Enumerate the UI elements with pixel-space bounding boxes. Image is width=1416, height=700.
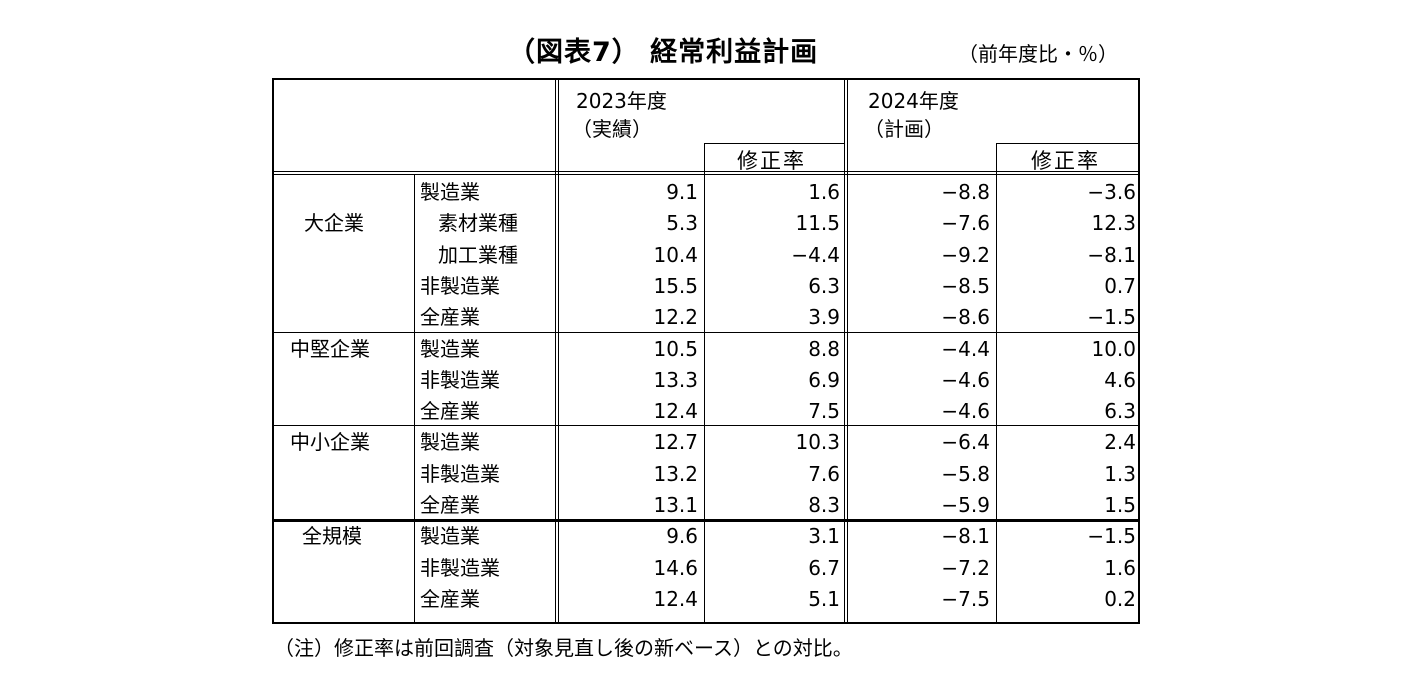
fy2024-revision-value: −3.6 (1087, 180, 1136, 204)
industry-label: 非製造業 (420, 555, 500, 580)
fy2024-revision-value: −1.5 (1087, 305, 1136, 330)
industry-label: 全産業 (420, 305, 480, 330)
industry-label: 全産業 (420, 586, 480, 611)
fy2023-revision-value: 3.1 (808, 524, 840, 549)
fy2023-value: 9.1 (666, 180, 698, 204)
fy2023-value: 13.2 (653, 461, 698, 486)
figure-title: （図表7） 経常利益計画 (508, 37, 819, 68)
industry-label: 素材業種 (438, 211, 518, 236)
fy2024-revision-value: 12.3 (1091, 211, 1136, 236)
footnote: （注）修正率は前回調査（対象見直し後の新ベース）との対比。 (274, 636, 853, 660)
fy2024-value: −4.4 (941, 336, 990, 361)
fy2024-revision-value: 0.2 (1104, 586, 1136, 611)
industry-label: 全産業 (420, 399, 480, 424)
group-divider (274, 331, 1138, 333)
divider (996, 143, 1140, 144)
fy2023-value: 13.3 (653, 367, 698, 392)
fy2024-value: −7.5 (941, 586, 990, 611)
fy2024-subheading: （計画） (864, 117, 944, 141)
fy2023-value: 14.6 (653, 555, 698, 580)
fy2023-revision-value: 7.5 (808, 399, 840, 424)
fy2023-value: 5.3 (666, 211, 698, 236)
divider (844, 80, 848, 622)
fy2023-revision-value: 1.6 (808, 180, 840, 204)
revision-rate-2024-heading: 修正率 (1031, 149, 1100, 173)
industry-label: 全産業 (420, 493, 480, 517)
industry-label: 製造業 (420, 524, 480, 549)
fy2024-value: −7.6 (941, 211, 990, 236)
revision-rate-2023-heading: 修正率 (737, 149, 806, 173)
fy2024-revision-value: 4.6 (1104, 367, 1136, 392)
industry-label: 製造業 (420, 430, 480, 455)
fy2023-value: 12.4 (653, 399, 698, 424)
divider (996, 143, 997, 622)
divider (414, 175, 415, 622)
fy2023-value: 12.7 (653, 430, 698, 455)
fy2024-revision-value: 1.5 (1104, 493, 1136, 517)
industry-label: 非製造業 (420, 461, 500, 486)
industry-label: 非製造業 (420, 273, 500, 298)
industry-label: 製造業 (420, 336, 480, 361)
fy2023-heading: 2023年度 (576, 89, 667, 113)
fy2024-revision-value: 1.6 (1104, 555, 1136, 580)
size-group-label: 大企業 (304, 211, 364, 236)
fy2023-value: 10.4 (653, 242, 698, 267)
group-divider (274, 519, 1138, 523)
fy2024-heading: 2024年度 (868, 89, 959, 113)
fy2024-revision-value: 6.3 (1104, 399, 1136, 424)
fy2023-revision-value: 8.3 (808, 493, 840, 517)
fy2024-value: −4.6 (941, 367, 990, 392)
fy2023-value: 13.1 (653, 493, 698, 517)
fy2023-revision-value: 7.6 (808, 461, 840, 486)
fy2023-revision-value: 5.1 (808, 586, 840, 611)
size-group-label: 中小企業 (290, 430, 370, 455)
fy2024-value: −4.6 (941, 399, 990, 424)
industry-label: 非製造業 (420, 367, 500, 392)
fy2024-value: −6.4 (941, 430, 990, 455)
fy2024-revision-value: 2.4 (1104, 430, 1136, 455)
fy2024-value: −8.8 (941, 180, 990, 204)
fy2023-revision-value: 6.9 (808, 367, 840, 392)
profit-plan-table: 2023年度 （実績） 2024年度 （計画） 修正率 修正率 大企業 製造業 9.… (272, 78, 1140, 624)
industry-label: 製造業 (420, 180, 480, 204)
fy2023-value: 12.2 (653, 305, 698, 330)
fy2024-revision-value: 0.7 (1104, 273, 1136, 298)
fy2024-revision-value: −1.5 (1087, 524, 1136, 549)
fy2024-revision-value: 1.3 (1104, 461, 1136, 486)
divider (704, 143, 705, 622)
divider (704, 143, 844, 144)
fy2024-value: −9.2 (941, 242, 990, 267)
unit-label: （前年度比・％） (958, 42, 1118, 66)
table-header (274, 80, 1138, 175)
fy2023-revision-value: 3.9 (808, 305, 840, 330)
group-divider (274, 425, 1138, 427)
size-group-label: 中堅企業 (290, 336, 370, 361)
fy2023-value: 9.6 (666, 524, 698, 549)
fy2023-revision-value: 8.8 (808, 336, 840, 361)
fy2024-value: −8.1 (941, 524, 990, 549)
fy2023-revision-value: 10.3 (795, 430, 840, 455)
fy2024-value: −5.9 (941, 493, 990, 517)
fy2024-value: −8.6 (941, 305, 990, 330)
fy2023-value: 12.4 (653, 586, 698, 611)
fy2023-revision-value: −4.4 (791, 242, 840, 267)
divider (555, 80, 559, 622)
fy2023-revision-value: 11.5 (795, 211, 840, 236)
industry-label: 加工業種 (438, 242, 518, 267)
fy2023-revision-value: 6.3 (808, 273, 840, 298)
fy2024-value: −5.8 (941, 461, 990, 486)
fy2023-subheading: （実績） (572, 117, 652, 141)
fy2024-value: −7.2 (941, 555, 990, 580)
fy2023-value: 10.5 (653, 336, 698, 361)
fy2023-value: 15.5 (653, 273, 698, 298)
fy2024-revision-value: −8.1 (1087, 242, 1136, 267)
size-group-label: 全規模 (302, 524, 362, 549)
fy2024-revision-value: 10.0 (1091, 336, 1136, 361)
fy2023-revision-value: 6.7 (808, 555, 840, 580)
fy2024-value: −8.5 (941, 273, 990, 298)
